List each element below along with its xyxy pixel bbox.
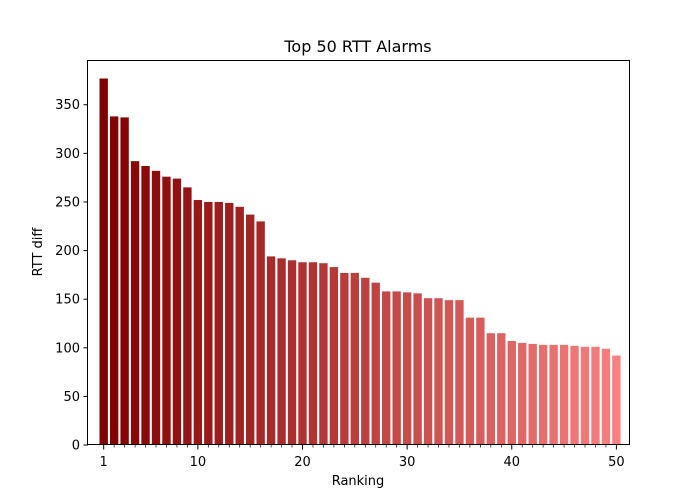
bar-rank-29 [392, 291, 401, 445]
bar-rank-49 [601, 348, 611, 445]
bar-rank-5 [141, 165, 150, 445]
y-tick-label: 50 [63, 390, 80, 405]
bar-rank-6 [151, 170, 161, 446]
bar-rank-45 [559, 344, 569, 445]
bar-rank-31 [413, 293, 422, 445]
bar-rank-10 [193, 200, 203, 445]
x-tick-label: 1 [100, 455, 108, 470]
bar-rank-20 [298, 262, 307, 445]
bar-rank-1 [99, 78, 108, 446]
bar-rank-50 [612, 355, 621, 445]
bar-rank-37 [476, 317, 485, 445]
bar-rank-9 [183, 187, 192, 445]
bar-rank-7 [162, 176, 171, 445]
bar-rank-4 [130, 161, 140, 445]
bar-rank-47 [580, 346, 590, 445]
bar-rank-46 [570, 345, 579, 445]
x-tick-label: 40 [503, 455, 520, 470]
bar-rank-42 [528, 343, 537, 445]
x-axis-ticks: 1 10 20 30 40 50 [100, 445, 625, 470]
y-tick-label: 100 [55, 341, 80, 356]
bar-rank-48 [591, 346, 600, 445]
bar-rank-44 [549, 344, 558, 445]
bars-group [99, 78, 621, 446]
bar-rank-19 [287, 260, 297, 445]
bar-rank-13 [225, 202, 234, 445]
bar-rank-28 [382, 291, 391, 445]
bar-rank-35 [455, 300, 464, 445]
plot-frame [87, 60, 630, 445]
bar-rank-22 [319, 263, 328, 445]
bar-rank-25 [350, 272, 359, 445]
bar-rank-21 [308, 262, 318, 445]
x-axis-label: Ranking [332, 474, 385, 489]
bar-rank-32 [423, 298, 433, 445]
bar-rank-17 [266, 256, 276, 445]
y-axis-ticks: 0 50 100 150 200 250 300 350 [55, 98, 88, 454]
bar-rank-38 [486, 333, 496, 445]
bar-rank-27 [371, 282, 380, 445]
bar-rank-24 [340, 272, 349, 445]
y-tick-label: 350 [55, 98, 80, 113]
bar-rank-39 [497, 333, 506, 445]
bar-rank-16 [256, 221, 265, 445]
bar-rank-40 [507, 340, 516, 445]
bar-rank-8 [172, 178, 182, 446]
y-tick-label: 150 [55, 293, 80, 308]
bar-rank-23 [329, 267, 339, 445]
y-tick-label: 300 [55, 147, 80, 162]
bar-rank-12 [214, 201, 223, 445]
chart-title: Top 50 RTT Alarms [283, 37, 431, 56]
bar-rank-14 [235, 206, 244, 445]
bar-rank-36 [465, 317, 475, 445]
x-tick-label: 20 [294, 455, 311, 470]
bar-rank-33 [434, 298, 443, 445]
x-tick-label: 30 [399, 455, 416, 470]
bar-rank-2 [109, 116, 119, 445]
bar-rank-34 [444, 300, 454, 445]
y-axis-label: RTT diff [31, 227, 46, 277]
bar-rank-18 [277, 258, 286, 445]
bar-rank-3 [120, 117, 129, 445]
y-tick-label: 0 [72, 439, 80, 454]
bar-rank-26 [361, 277, 370, 445]
bar-rank-30 [402, 292, 412, 445]
x-tick-label: 10 [190, 455, 207, 470]
bar-rank-43 [538, 344, 548, 445]
y-tick-label: 200 [55, 244, 80, 259]
y-tick-label: 250 [55, 195, 80, 210]
x-tick-label: 50 [608, 455, 625, 470]
bar-rank-41 [518, 342, 527, 445]
bar-rank-11 [204, 201, 213, 445]
bar-rank-15 [245, 214, 255, 445]
